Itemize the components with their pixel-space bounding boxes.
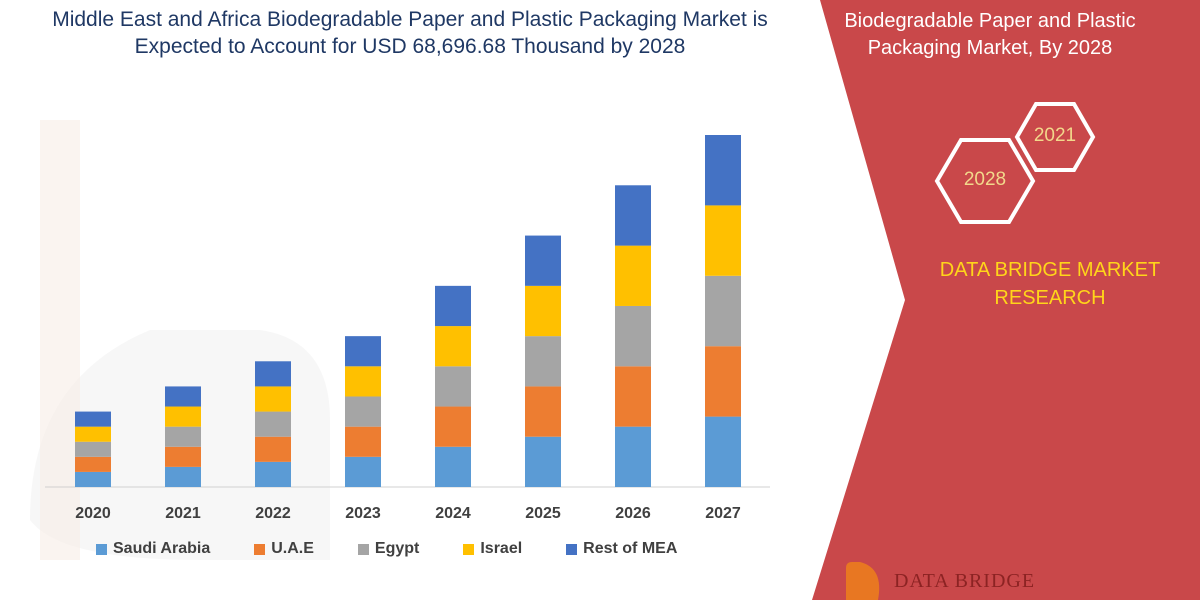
bar-segment <box>255 411 291 437</box>
legend-swatch <box>566 543 578 555</box>
bar-segment <box>165 446 201 467</box>
bar-segment <box>705 275 741 347</box>
bar-segment <box>525 386 561 437</box>
legend-item-rest-of-mea: Rest of MEA <box>566 540 677 558</box>
chart-legend: Saudi Arabia U.A.E Egypt Israel Rest of … <box>96 540 677 558</box>
bar-segment <box>525 436 561 487</box>
x-tick-label: 2023 <box>345 505 381 522</box>
bar-segment <box>75 426 111 442</box>
bar-segment <box>165 426 201 447</box>
bar-segment <box>615 305 651 367</box>
bar-segment <box>615 185 651 246</box>
red-side-panel <box>812 0 1200 600</box>
x-tick-label: 2024 <box>435 505 471 522</box>
bar-segment <box>435 326 471 367</box>
brand-name: DATA BRIDGE MARKET RESEARCH <box>939 259 1161 309</box>
legend-swatch <box>254 543 266 555</box>
legend-swatch <box>96 543 107 555</box>
legend-label: Saudi Arabia <box>113 540 211 557</box>
bar-segment <box>165 386 201 407</box>
legend-item-saudi-arabia: Saudi Arabia <box>96 540 210 558</box>
bar-segment <box>705 416 741 487</box>
bar-segment <box>255 386 291 412</box>
bar-segment <box>435 366 471 407</box>
bar-segment <box>705 346 741 417</box>
x-tick-label: 2026 <box>615 505 651 522</box>
bar-segment <box>615 366 651 427</box>
bar-segment <box>75 456 111 472</box>
x-tick-label: 2022 <box>255 505 291 522</box>
bar-segment <box>705 205 741 276</box>
bar-segment <box>345 336 381 367</box>
bar-segment <box>615 245 651 306</box>
bar-segment <box>75 471 111 487</box>
legend-swatch <box>463 543 475 555</box>
bar-segment <box>75 411 111 427</box>
bar-segment <box>435 406 471 447</box>
logo-mark-icon <box>846 562 880 600</box>
bar-segment <box>435 446 471 487</box>
bar-segment <box>345 456 381 487</box>
legend-label: U.A.E <box>271 540 314 557</box>
bar-segment <box>525 336 561 387</box>
bar-segment <box>345 396 381 427</box>
bar-segment <box>165 406 201 427</box>
legend-item-israel: Israel <box>463 540 522 558</box>
bar-segment <box>435 285 471 327</box>
bar-segment <box>705 135 741 206</box>
legend-item-uae: U.A.E <box>254 540 314 558</box>
x-tick-label: 2025 <box>525 505 561 522</box>
legend-label: Israel <box>480 540 523 557</box>
bar-segment <box>345 426 381 457</box>
hex-year-2021: 2021 <box>1033 125 1077 146</box>
legend-swatch <box>357 543 369 555</box>
bar-segment <box>255 461 291 487</box>
logo-text: DATA BRIDGE <box>894 570 1036 592</box>
legend-label: Egypt <box>374 540 420 557</box>
bar-segment <box>255 361 291 387</box>
x-tick-label: 2021 <box>165 505 201 522</box>
stacked-bar-chart: 2020 2021 2022 2023 2024 2025 2026 2027 <box>45 135 770 522</box>
bar-segment <box>255 436 291 462</box>
bar-segment <box>75 441 111 457</box>
legend-label: Rest of MEA <box>583 540 678 557</box>
bar-segment <box>525 235 561 286</box>
bar-segment <box>525 285 561 337</box>
x-tick-label: 2027 <box>705 505 741 522</box>
x-tick-label: 2020 <box>75 505 111 522</box>
hexagon-2021-icon <box>1014 102 1096 172</box>
bar-segment <box>615 426 651 487</box>
bar-segment <box>345 366 381 397</box>
hexagon-2028-icon <box>934 138 1036 224</box>
side-panel-title: Biodegradable Paper and Plastic Packagin… <box>844 10 1136 59</box>
hex-year-2028: 2028 <box>963 169 1007 190</box>
chart-title: Middle East and Africa Biodegradable Pap… <box>52 8 768 58</box>
legend-item-egypt: Egypt <box>357 540 420 558</box>
bar-segment <box>165 466 201 487</box>
